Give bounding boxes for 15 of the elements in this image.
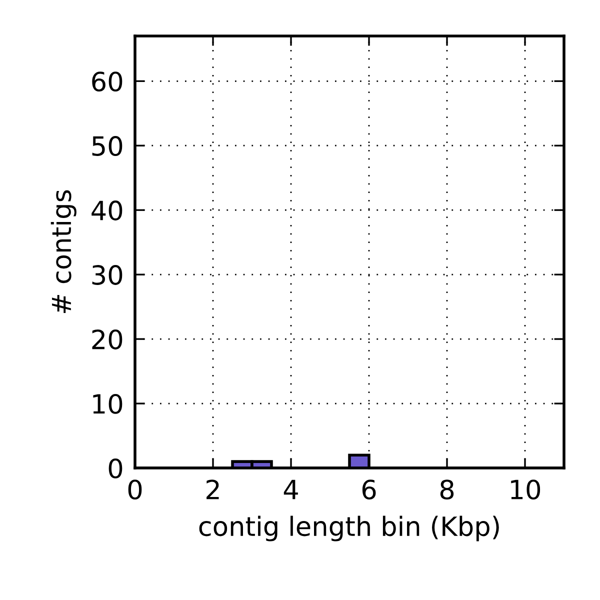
y-tick-label: 10	[93, 394, 122, 414]
x-axis-title: contig length bin (Kbp)	[199, 516, 499, 542]
y-tick-label: 40	[92, 200, 122, 220]
x-tick-label: 0	[128, 480, 142, 500]
y-tick-label: 30	[92, 265, 122, 285]
x-tick-label: 4	[284, 480, 298, 500]
x-tick-label: 10	[511, 480, 540, 500]
y-tick-label: 0	[108, 458, 122, 478]
x-tick-label: 8	[440, 480, 454, 500]
y-tick-label: 60	[92, 72, 122, 92]
x-tick-label: 6	[362, 480, 376, 500]
y-axis-title: # contigs	[50, 190, 76, 313]
y-tick-label: 50	[92, 136, 122, 156]
x-tick-label: 2	[206, 480, 219, 500]
y-tick-label: 20	[92, 329, 122, 350]
